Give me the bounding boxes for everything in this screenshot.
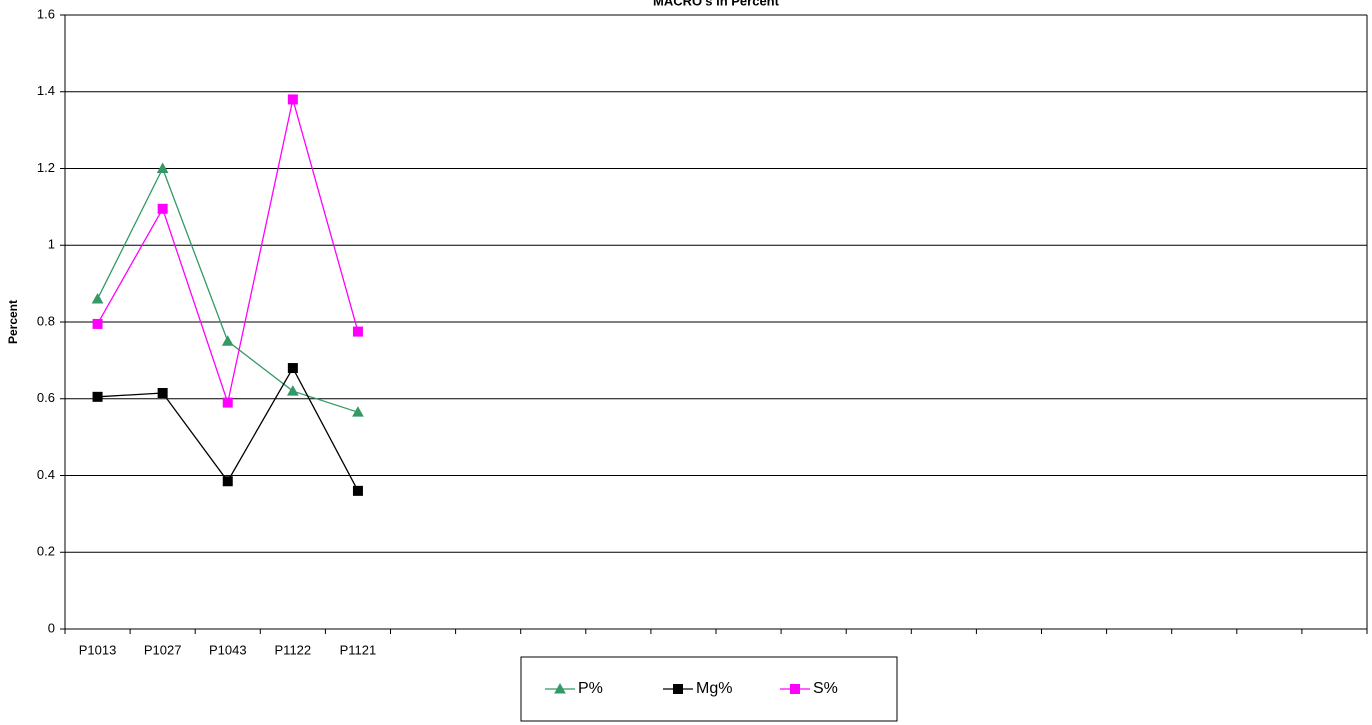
series-line xyxy=(97,366,359,492)
legend-marker xyxy=(790,684,800,694)
legend-label: P% xyxy=(578,680,603,697)
y-tick-label: 1.4 xyxy=(37,83,55,98)
data-point xyxy=(352,326,363,337)
x-tick-label: P1027 xyxy=(144,642,182,657)
series-line xyxy=(96,99,359,406)
y-tick-label: 0.8 xyxy=(37,313,55,328)
x-tick-label: P1121 xyxy=(340,642,377,657)
legend-marker xyxy=(554,682,566,694)
data-point xyxy=(156,162,169,173)
data-point xyxy=(287,94,298,105)
data-point xyxy=(92,391,103,402)
data-point xyxy=(222,476,233,487)
data-point xyxy=(92,318,103,329)
y-tick-label: 1 xyxy=(48,237,55,252)
legend-box xyxy=(520,656,898,722)
data-point xyxy=(157,203,168,214)
chart-title: MACRO's in Percent xyxy=(653,0,780,8)
y-tick-label: 0.6 xyxy=(37,390,55,405)
data-point xyxy=(222,397,233,408)
legend-marker xyxy=(673,684,683,694)
y-tick-label: 0.2 xyxy=(37,544,55,559)
y-tick-label: 1.6 xyxy=(37,6,55,21)
y-axis-label: Percent xyxy=(6,300,20,344)
data-point xyxy=(221,335,234,346)
x-tick-label: P1043 xyxy=(209,642,247,657)
data-point xyxy=(287,363,298,374)
legend-label: Mg% xyxy=(696,680,732,697)
data-point xyxy=(287,385,299,396)
x-tick-label: P1122 xyxy=(275,642,312,657)
y-tick-label: 1.2 xyxy=(37,160,55,175)
data-point xyxy=(157,387,168,398)
data-point xyxy=(91,292,104,304)
legend-label: S% xyxy=(813,680,838,697)
data-point xyxy=(352,485,363,496)
series-line xyxy=(96,166,359,413)
x-tick-label: P1013 xyxy=(79,642,117,657)
y-tick-label: 0 xyxy=(48,620,55,635)
y-tick-label: 0.4 xyxy=(37,467,55,482)
data-point xyxy=(352,406,364,417)
